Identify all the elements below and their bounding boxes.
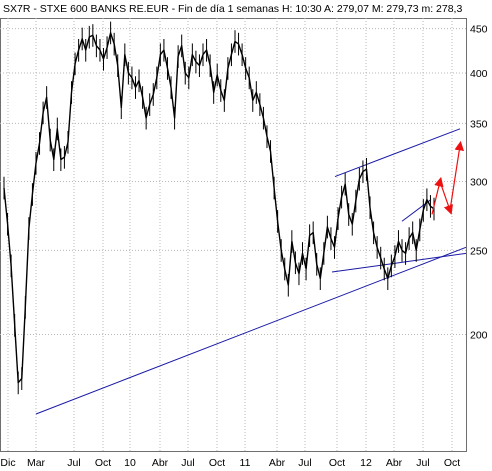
y-tick-label: 450	[470, 24, 488, 36]
price-line	[3, 32, 435, 384]
x-tick-label: Abr	[152, 457, 169, 469]
x-tick-label: Jul	[416, 457, 429, 469]
x-tick-label: Oct	[444, 457, 460, 469]
grid	[0, 18, 466, 451]
arrow-up-2	[449, 140, 465, 211]
x-tick-label: Jul	[298, 457, 311, 469]
trendline	[331, 252, 467, 273]
x-tick-label: 11	[240, 457, 251, 469]
x-tick-label: Oct	[329, 457, 345, 469]
y-tick-label: 400	[470, 68, 488, 80]
y-tick-label: 200	[470, 330, 488, 342]
x-tick-label: Jul	[67, 457, 80, 469]
arrow-up-1	[431, 176, 444, 215]
x-tick-label: Dic	[0, 457, 15, 469]
plot-area	[0, 18, 467, 452]
y-tick-label: 350	[470, 118, 488, 130]
arrow-down	[439, 181, 453, 215]
y-tick-label: 250	[470, 245, 488, 257]
trendline	[334, 128, 461, 178]
y-axis: 200 250 300 350 400 450	[470, 24, 488, 342]
x-tick-label: 12	[360, 457, 372, 469]
x-tick-label: Oct	[95, 457, 111, 469]
x-tick-label: Jul	[181, 457, 194, 469]
chart-header: SX7R - STXE 600 BANKS RE.EUR - Fin de dí…	[3, 3, 462, 15]
x-tick-label: 10	[124, 457, 136, 469]
y-tick-label: 300	[470, 177, 488, 189]
x-tick-label: Oct	[209, 457, 225, 469]
trendline	[35, 246, 467, 415]
price-series	[3, 21, 435, 395]
trendlines	[35, 128, 467, 415]
x-tick-label: Abr	[269, 457, 286, 469]
x-axis: Dic Mar Jul Oct 10 Abr Jul Oct 11 Abr Jul Oct 12 Abr J…	[0, 457, 460, 469]
arrows	[431, 140, 465, 215]
x-tick-label: Abr	[386, 457, 403, 469]
x-tick-label: Mar	[27, 457, 46, 469]
